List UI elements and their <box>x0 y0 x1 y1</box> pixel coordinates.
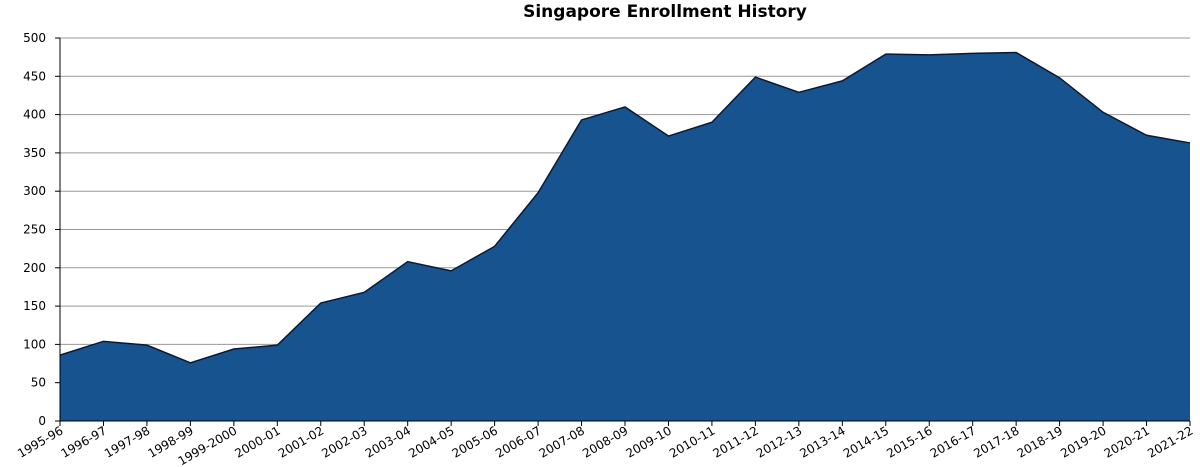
x-tick-label: 2002-03 <box>319 423 369 460</box>
y-tick-label: 450 <box>23 69 46 83</box>
y-tick-label: 100 <box>23 337 46 351</box>
x-tick-label: 2000-01 <box>232 423 282 460</box>
x-tick-label: 2012-13 <box>754 423 804 460</box>
x-tick-label: 2003-04 <box>363 423 413 460</box>
x-tick-label: 2021-22 <box>1145 423 1195 460</box>
y-tick-label: 200 <box>23 261 46 275</box>
x-tick-label: 2006-07 <box>493 423 543 460</box>
x-tick-label: 2009-10 <box>624 423 674 460</box>
x-tick-label: 1996-97 <box>59 423 109 460</box>
x-tick-label: 2019-20 <box>1058 423 1108 460</box>
x-tick-label: 2005-06 <box>450 423 500 460</box>
x-tick-label: 2001-02 <box>276 423 326 460</box>
y-tick-label: 350 <box>23 146 46 160</box>
x-tick-label: 2013-14 <box>797 423 847 460</box>
y-tick-label: 250 <box>23 223 46 237</box>
y-tick-label: 50 <box>31 376 46 390</box>
x-tick-label: 2016-17 <box>928 423 978 460</box>
x-tick-label: 2004-05 <box>406 423 456 460</box>
x-tick-label: 2010-11 <box>667 423 717 460</box>
y-tick-label: 500 <box>23 31 46 45</box>
x-tick-label: 1997-98 <box>102 423 152 460</box>
area-outline <box>59 51 1191 364</box>
y-tick-label: 300 <box>23 184 46 198</box>
y-tick-label: 0 <box>38 414 46 428</box>
x-tick-label: 2008-09 <box>580 423 630 460</box>
y-tick-label: 150 <box>23 299 46 313</box>
x-tick-label: 2011-12 <box>710 423 760 460</box>
y-tick-label: 400 <box>23 108 46 122</box>
chart-title: Singapore Enrollment History <box>523 2 807 22</box>
x-tick-label: 2015-16 <box>884 423 934 460</box>
area <box>60 52 1190 421</box>
x-tick-label: 2014-15 <box>841 423 891 460</box>
x-tick-label: 2020-21 <box>1102 423 1152 460</box>
x-tick-label: 1995-96 <box>15 423 65 460</box>
x-tick-label: 2017-18 <box>971 423 1021 460</box>
x-tick-label: 2018-19 <box>1015 423 1065 460</box>
x-tick-label: 2007-08 <box>537 423 587 460</box>
